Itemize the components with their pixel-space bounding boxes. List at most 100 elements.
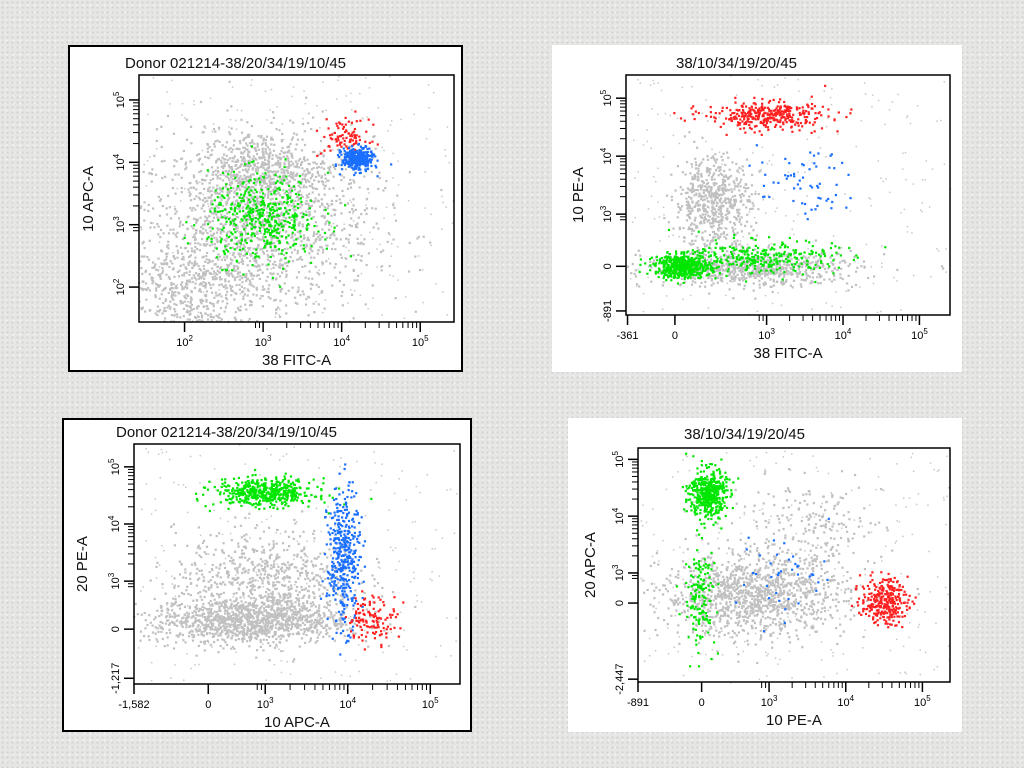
event-point xyxy=(840,246,843,249)
event-point xyxy=(768,252,771,256)
event-point xyxy=(332,149,334,151)
event-point xyxy=(225,232,229,235)
event-point xyxy=(275,127,278,131)
event-point xyxy=(282,267,285,270)
event-point xyxy=(235,243,238,246)
event-point xyxy=(699,198,703,201)
event-point xyxy=(217,219,220,222)
event-point xyxy=(747,273,750,276)
event-point xyxy=(189,300,192,304)
event-point xyxy=(338,149,341,152)
event-point xyxy=(360,272,363,275)
event-point xyxy=(201,204,205,207)
event-point xyxy=(724,174,727,177)
event-point xyxy=(350,108,353,111)
event-point xyxy=(346,153,350,156)
event-point xyxy=(715,158,719,161)
event-point xyxy=(184,168,187,171)
event-point xyxy=(222,173,225,176)
event-point xyxy=(237,202,240,205)
event-point xyxy=(246,179,249,182)
event-point xyxy=(726,218,729,221)
event-point xyxy=(193,103,195,106)
event-point xyxy=(236,225,239,228)
event-point xyxy=(270,249,273,253)
event-point xyxy=(267,229,271,232)
event-point xyxy=(278,266,282,269)
event-point xyxy=(185,267,188,270)
event-point xyxy=(269,246,272,249)
event-point xyxy=(276,228,279,231)
event-point xyxy=(253,259,256,263)
event-point xyxy=(225,240,228,243)
event-point xyxy=(266,176,270,179)
event-point xyxy=(250,303,253,307)
event-point xyxy=(148,239,151,242)
event-point xyxy=(299,232,302,235)
event-point xyxy=(704,230,707,233)
event-point xyxy=(275,206,278,209)
event-point xyxy=(254,232,257,235)
event-point xyxy=(289,171,292,174)
event-point xyxy=(239,233,243,236)
event-point xyxy=(332,208,335,211)
event-point xyxy=(234,173,237,176)
event-point xyxy=(270,181,273,184)
event-point xyxy=(189,193,192,196)
event-point xyxy=(741,193,744,196)
event-point xyxy=(414,310,417,313)
event-point xyxy=(160,125,163,128)
event-point xyxy=(245,218,248,222)
event-point xyxy=(325,244,327,247)
event-point xyxy=(229,252,231,255)
event-point xyxy=(206,307,209,311)
event-point xyxy=(727,210,731,213)
event-point xyxy=(286,151,289,154)
event-point xyxy=(804,171,806,174)
event-point xyxy=(214,291,218,294)
event-point xyxy=(225,203,228,206)
event-point xyxy=(218,276,222,279)
event-point xyxy=(285,237,288,240)
event-point xyxy=(209,210,212,213)
event-point xyxy=(924,179,926,181)
event-point xyxy=(235,128,238,131)
event-point xyxy=(297,224,301,227)
event-point xyxy=(290,152,293,155)
event-point xyxy=(358,149,361,152)
event-point xyxy=(140,287,143,290)
event-point xyxy=(299,235,302,238)
event-point xyxy=(179,300,182,303)
event-point xyxy=(275,308,278,312)
event-point xyxy=(179,246,183,249)
event-point xyxy=(721,280,724,283)
event-point xyxy=(174,173,177,176)
event-point xyxy=(268,175,272,178)
event-point xyxy=(211,267,214,270)
event-point xyxy=(721,184,724,187)
event-point xyxy=(291,174,294,177)
event-point xyxy=(738,166,741,169)
event-point xyxy=(266,275,269,278)
event-point xyxy=(201,232,204,235)
event-point xyxy=(232,187,235,190)
event-point xyxy=(749,208,752,211)
event-point xyxy=(386,240,389,244)
event-point xyxy=(270,88,273,91)
event-point xyxy=(897,93,899,96)
event-point xyxy=(204,244,207,247)
event-point xyxy=(295,218,298,221)
event-point xyxy=(286,171,290,174)
event-point xyxy=(634,269,637,272)
event-point xyxy=(255,255,258,258)
event-point xyxy=(783,273,786,276)
event-point xyxy=(240,185,244,188)
event-point xyxy=(248,151,251,154)
event-point xyxy=(343,130,347,134)
event-point xyxy=(181,252,184,255)
event-point xyxy=(332,222,335,225)
event-point xyxy=(272,116,276,120)
event-point xyxy=(172,298,175,301)
event-point xyxy=(223,158,226,161)
event-point xyxy=(168,288,172,291)
